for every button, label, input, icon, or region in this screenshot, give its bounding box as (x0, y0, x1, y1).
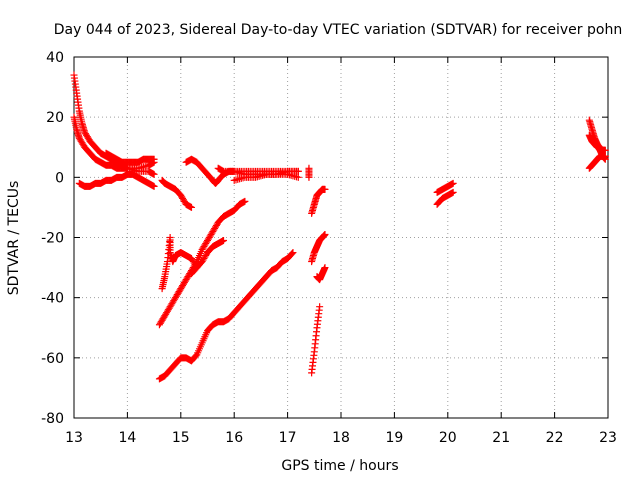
x-tick-label: 19 (385, 430, 403, 446)
data-points (70, 71, 609, 383)
data-point (321, 264, 329, 272)
x-tick-label: 18 (332, 430, 350, 446)
axis-ticks: 13 14 15 16 17 18 19 20 21 22 23 -80 -60 -40 -20 0 20 40 (41, 50, 617, 446)
x-tick-label: 13 (65, 430, 83, 446)
x-tick-label: 16 (225, 430, 243, 446)
series-arc-03 (75, 170, 158, 190)
data-point (601, 146, 609, 154)
series-arc-14 (308, 185, 329, 217)
y-tick-label: -20 (41, 231, 64, 247)
data-point (294, 173, 302, 181)
data-point (187, 203, 195, 211)
series-arc-21 (585, 131, 609, 154)
data-point (305, 173, 313, 181)
series-arc-08 (230, 167, 302, 184)
y-tick-label: 0 (55, 170, 64, 186)
data-point (220, 237, 228, 245)
data-point (601, 152, 609, 160)
x-tick-label: 23 (599, 430, 617, 446)
x-tick-label: 21 (492, 430, 510, 446)
data-point (449, 179, 457, 187)
series-arc-11 (155, 197, 249, 329)
chart-title: Day 044 of 2023, Sidereal Day-to-day VTE… (54, 22, 622, 38)
series-arc-12 (187, 237, 228, 278)
x-tick-label: 20 (439, 430, 457, 446)
series-arc-09 (305, 164, 313, 181)
series-arc-17 (313, 264, 329, 284)
series-arc-19 (433, 179, 457, 196)
y-axis-label: SDTVAR / TECUs (6, 181, 22, 296)
series-arc-10 (158, 234, 201, 293)
series-arc-15 (308, 230, 329, 266)
grid (74, 57, 608, 418)
data-point (150, 155, 158, 163)
y-tick-label: 40 (46, 50, 64, 66)
x-axis-label: GPS time / hours (281, 458, 398, 474)
data-point (241, 197, 249, 205)
x-tick-label: 22 (546, 430, 564, 446)
x-tick-label: 15 (172, 430, 190, 446)
data-point (321, 185, 329, 193)
y-tick-label: -40 (41, 291, 64, 307)
series-arc-16 (308, 303, 324, 377)
y-tick-label: 20 (46, 110, 64, 126)
x-tick-label: 14 (118, 430, 136, 446)
data-point (294, 167, 302, 175)
series-arc-02 (70, 113, 158, 172)
series-arc-18 (433, 188, 457, 208)
series-arc-22 (585, 152, 609, 172)
y-tick-label: -80 (41, 411, 64, 427)
data-point (321, 230, 329, 238)
data-point (449, 188, 457, 196)
x-tick-label: 17 (279, 430, 297, 446)
series-arc-05 (158, 176, 195, 211)
series-arc-13 (155, 249, 297, 383)
data-point (289, 249, 297, 257)
data-point (316, 303, 324, 311)
data-point (150, 182, 158, 190)
data-point (288, 250, 296, 258)
y-tick-label: -60 (41, 351, 64, 367)
data-point (150, 170, 158, 178)
series-arc-04 (102, 149, 158, 166)
